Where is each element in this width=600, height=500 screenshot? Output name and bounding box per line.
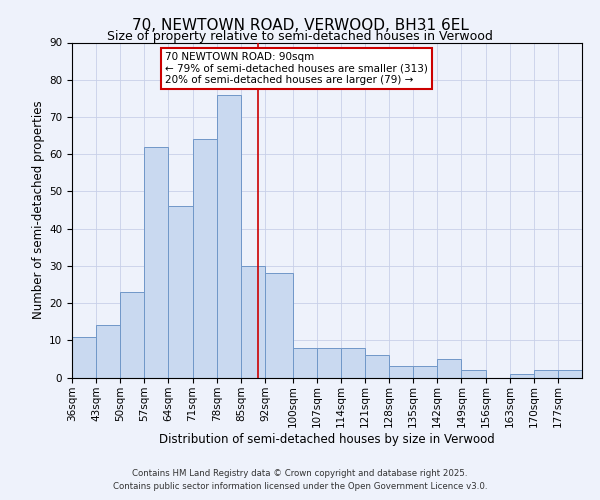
Bar xyxy=(389,366,413,378)
Bar xyxy=(72,336,96,378)
Bar xyxy=(145,146,169,378)
Bar xyxy=(534,370,558,378)
Bar xyxy=(509,374,534,378)
Bar xyxy=(241,266,265,378)
Bar xyxy=(317,348,341,378)
Bar xyxy=(437,359,461,378)
Bar xyxy=(217,94,241,378)
Bar xyxy=(265,274,293,378)
Bar xyxy=(558,370,582,378)
Bar xyxy=(461,370,485,378)
Text: Contains HM Land Registry data © Crown copyright and database right 2025.
Contai: Contains HM Land Registry data © Crown c… xyxy=(113,470,487,491)
Text: Size of property relative to semi-detached houses in Verwood: Size of property relative to semi-detach… xyxy=(107,30,493,43)
Y-axis label: Number of semi-detached properties: Number of semi-detached properties xyxy=(32,100,45,320)
Bar xyxy=(96,326,120,378)
Bar xyxy=(169,206,193,378)
Bar xyxy=(341,348,365,378)
Bar xyxy=(293,348,317,378)
Text: 70, NEWTOWN ROAD, VERWOOD, BH31 6EL: 70, NEWTOWN ROAD, VERWOOD, BH31 6EL xyxy=(131,18,469,32)
Bar xyxy=(193,140,217,378)
Bar xyxy=(365,355,389,378)
Text: 70 NEWTOWN ROAD: 90sqm
← 79% of semi-detached houses are smaller (313)
20% of se: 70 NEWTOWN ROAD: 90sqm ← 79% of semi-det… xyxy=(165,52,428,85)
Bar xyxy=(413,366,437,378)
Bar xyxy=(120,292,145,378)
X-axis label: Distribution of semi-detached houses by size in Verwood: Distribution of semi-detached houses by … xyxy=(159,433,495,446)
